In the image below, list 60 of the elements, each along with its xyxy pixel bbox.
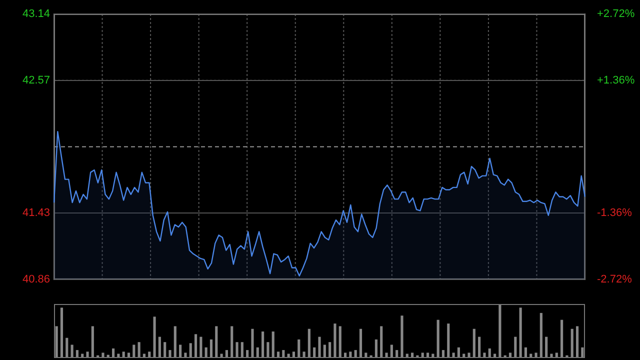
bar bbox=[230, 326, 234, 358]
y2-tick-label: -1.36% bbox=[597, 207, 632, 220]
bar bbox=[215, 326, 218, 358]
bar bbox=[302, 352, 306, 358]
bar bbox=[534, 352, 538, 358]
bar bbox=[478, 336, 481, 358]
bar bbox=[240, 342, 244, 358]
bar bbox=[210, 339, 213, 358]
bar bbox=[519, 308, 522, 358]
bar bbox=[138, 342, 140, 358]
bar bbox=[318, 336, 321, 358]
bar bbox=[540, 312, 542, 358]
bar bbox=[86, 352, 89, 358]
y-tick-label: 42.57 bbox=[22, 74, 50, 86]
bar bbox=[236, 342, 238, 358]
y-tick-label: 41.43 bbox=[22, 207, 50, 220]
bar bbox=[200, 336, 202, 358]
bar bbox=[472, 328, 476, 358]
bar bbox=[468, 352, 470, 358]
y-tick-label: 40.86 bbox=[22, 273, 50, 286]
bar bbox=[308, 328, 310, 358]
bar bbox=[334, 324, 336, 358]
bar bbox=[189, 343, 192, 358]
bar bbox=[436, 320, 440, 358]
bar bbox=[483, 352, 486, 358]
bar bbox=[164, 342, 166, 358]
bar bbox=[60, 308, 64, 358]
bar bbox=[570, 328, 574, 358]
bar bbox=[400, 316, 404, 358]
bar bbox=[184, 352, 187, 358]
bar bbox=[251, 328, 254, 358]
bar bbox=[545, 336, 548, 358]
bar bbox=[158, 336, 161, 358]
bar bbox=[168, 350, 172, 358]
bar bbox=[298, 339, 300, 358]
bar bbox=[66, 338, 68, 358]
y-tick-label: 43.14 bbox=[22, 8, 50, 20]
bar bbox=[174, 326, 176, 358]
bar bbox=[328, 342, 332, 358]
bar bbox=[272, 332, 274, 358]
bar bbox=[359, 328, 362, 358]
bar bbox=[576, 326, 579, 358]
bar bbox=[498, 305, 502, 358]
bar bbox=[266, 342, 270, 358]
bar bbox=[374, 339, 378, 358]
bar bbox=[338, 326, 342, 358]
y2-tick-label: +1.36% bbox=[597, 74, 635, 86]
bar bbox=[447, 324, 450, 358]
y2-tick-label: +2.72% bbox=[597, 8, 635, 20]
bar bbox=[91, 326, 94, 358]
bar bbox=[560, 320, 564, 358]
bar bbox=[194, 334, 198, 358]
bar bbox=[380, 326, 383, 358]
y2-tick-label: -2.72% bbox=[597, 273, 632, 286]
bar bbox=[514, 336, 517, 358]
bar bbox=[102, 352, 104, 358]
bar bbox=[55, 326, 58, 358]
bar bbox=[385, 352, 388, 358]
bar bbox=[153, 316, 156, 358]
bar bbox=[262, 332, 264, 358]
